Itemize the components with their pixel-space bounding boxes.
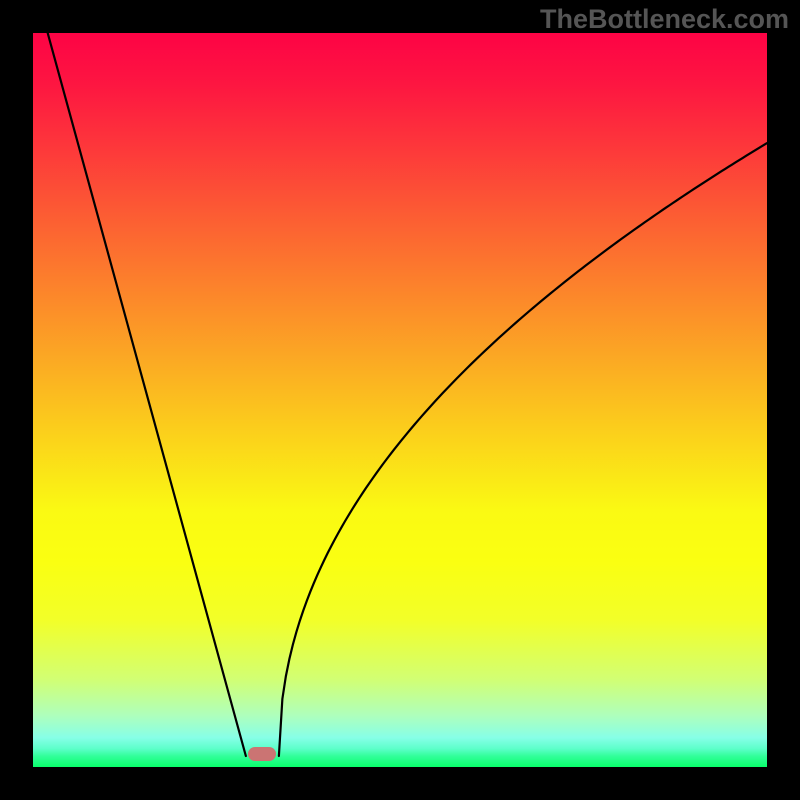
bottleneck-curve	[33, 33, 767, 767]
watermark-text: TheBottleneck.com	[540, 4, 789, 35]
optimum-marker	[248, 747, 276, 761]
chart-canvas: TheBottleneck.com	[0, 0, 800, 800]
plot-area	[33, 33, 767, 767]
